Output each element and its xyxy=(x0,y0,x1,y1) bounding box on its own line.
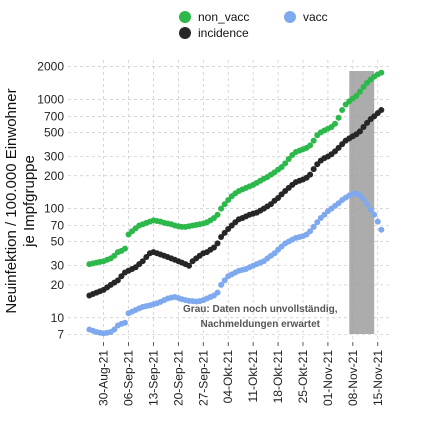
data-point-incidence xyxy=(378,107,385,114)
legend-marker xyxy=(284,11,296,23)
data-point-incidence xyxy=(186,262,193,269)
data-point-vacc xyxy=(111,326,118,333)
data-point-incidence xyxy=(310,166,317,173)
data-point-non_vacc xyxy=(378,69,385,76)
series-incidence xyxy=(86,107,385,299)
x-tick-label: 18-Okt-21 xyxy=(271,350,285,404)
data-point-incidence xyxy=(356,128,363,135)
data-point-vacc xyxy=(218,281,225,288)
y-axis-title-line: je Impfgruppe xyxy=(21,155,38,248)
data-point-non_vacc xyxy=(278,164,285,171)
data-point-incidence xyxy=(218,233,225,240)
data-point-incidence xyxy=(335,144,342,151)
x-tick-label: 30-Aug-21 xyxy=(97,350,111,406)
data-point-incidence xyxy=(143,254,150,261)
data-point-incidence xyxy=(139,258,146,265)
data-point-incidence xyxy=(210,244,217,251)
data-point-non_vacc xyxy=(285,155,292,162)
annotation-line: Grau: Daten noch unvollständig, xyxy=(183,304,338,315)
data-point-vacc xyxy=(360,196,367,203)
legend: non_vacc vacc incidence xyxy=(179,10,328,40)
shaded-region xyxy=(349,71,375,334)
x-tick-label: 11-Okt-21 xyxy=(246,350,260,403)
data-point-vacc xyxy=(367,206,374,213)
legend-item-incidence: incidence xyxy=(179,26,249,40)
y-tick-label: 30 xyxy=(51,259,65,273)
data-point-incidence xyxy=(214,240,221,247)
data-point-vacc xyxy=(378,226,385,233)
data-point-incidence xyxy=(221,229,228,236)
data-point-non_vacc xyxy=(225,196,232,203)
x-axis-ticks: 30-Aug-21 06-Sep-21 13-Sep-21 20-Sep-21 27-S… xyxy=(97,342,385,406)
data-point-vacc xyxy=(314,219,321,226)
data-point-non_vacc xyxy=(221,201,228,208)
data-point-incidence xyxy=(364,119,371,126)
y-tick-label: 1000 xyxy=(37,92,64,106)
data-point-incidence xyxy=(114,277,121,284)
y-tick-label: 300 xyxy=(44,150,64,164)
data-point-non_vacc xyxy=(335,114,342,121)
annotation-line: Nachmeldungen erwartet xyxy=(201,319,321,330)
y-tick-label: 700 xyxy=(44,109,64,123)
data-point-vacc xyxy=(371,211,378,218)
series-vacc xyxy=(86,190,385,337)
data-point-incidence xyxy=(118,273,125,280)
x-tick-label: 15-Nov-21 xyxy=(371,350,385,406)
y-tick-label: 7 xyxy=(57,328,64,342)
data-point-vacc xyxy=(221,277,228,284)
x-tick-label: 08-Nov-21 xyxy=(346,350,360,406)
data-point-vacc xyxy=(121,319,128,326)
legend-item-vacc: vacc xyxy=(284,10,328,24)
series-non_vacc xyxy=(86,69,385,268)
x-tick-label: 25-Okt-21 xyxy=(296,350,310,404)
y-tick-label: 100 xyxy=(44,202,64,216)
legend-marker xyxy=(179,11,191,23)
data-point-vacc xyxy=(374,218,381,225)
x-tick-label: 06-Sep-21 xyxy=(122,350,136,406)
data-point-non_vacc xyxy=(353,92,360,99)
data-point-vacc xyxy=(356,192,363,199)
legend-label: vacc xyxy=(303,10,328,24)
data-point-vacc xyxy=(364,201,371,208)
legend-marker xyxy=(179,27,191,39)
data-point-non_vacc xyxy=(214,211,221,218)
data-point-non_vacc xyxy=(360,84,367,91)
y-tick-label: 200 xyxy=(44,169,64,183)
data-point-non_vacc xyxy=(121,245,128,252)
data-point-vacc xyxy=(307,228,314,235)
y-tick-label: 10 xyxy=(51,311,65,325)
data-point-non_vacc xyxy=(218,205,225,212)
y-tick-label: 500 xyxy=(44,125,64,139)
data-point-non_vacc xyxy=(307,142,314,149)
data-point-non_vacc xyxy=(339,107,346,114)
x-tick-label: 13-Sep-21 xyxy=(146,350,160,406)
data-points xyxy=(86,69,385,337)
y-axis-title: Neuinfektion / 100.000 Einwohner je Impfg… xyxy=(3,88,38,313)
y-tick-label: 20 xyxy=(51,278,65,292)
legend-label: incidence xyxy=(198,26,249,40)
legend-label: non_vacc xyxy=(198,10,249,24)
data-point-vacc xyxy=(310,223,317,230)
y-tick-label: 2000 xyxy=(37,60,64,74)
data-point-non_vacc xyxy=(332,120,339,127)
y-tick-label: 70 xyxy=(51,219,65,233)
legend-item-non_vacc: non_vacc xyxy=(179,10,249,24)
data-point-non_vacc xyxy=(282,160,289,167)
data-point-incidence xyxy=(307,171,314,178)
data-point-non_vacc xyxy=(310,137,317,144)
y-axis-title-line: Neuinfektion / 100.000 Einwohner xyxy=(3,88,20,313)
y-tick-label: 50 xyxy=(51,234,65,248)
data-point-non_vacc xyxy=(356,88,363,95)
incomplete-data-region xyxy=(349,71,375,334)
x-tick-label: 20-Sep-21 xyxy=(171,350,185,406)
annotation: Grau: Daten noch unvollständig, Nachmeldu… xyxy=(183,304,338,330)
data-point-vacc xyxy=(214,289,221,296)
x-tick-label: 27-Sep-21 xyxy=(196,350,210,406)
data-point-non_vacc xyxy=(111,252,118,259)
x-tick-label: 04-Okt-21 xyxy=(221,350,235,404)
x-tick-label: 01-Nov-21 xyxy=(321,350,335,406)
data-point-incidence xyxy=(360,123,367,130)
